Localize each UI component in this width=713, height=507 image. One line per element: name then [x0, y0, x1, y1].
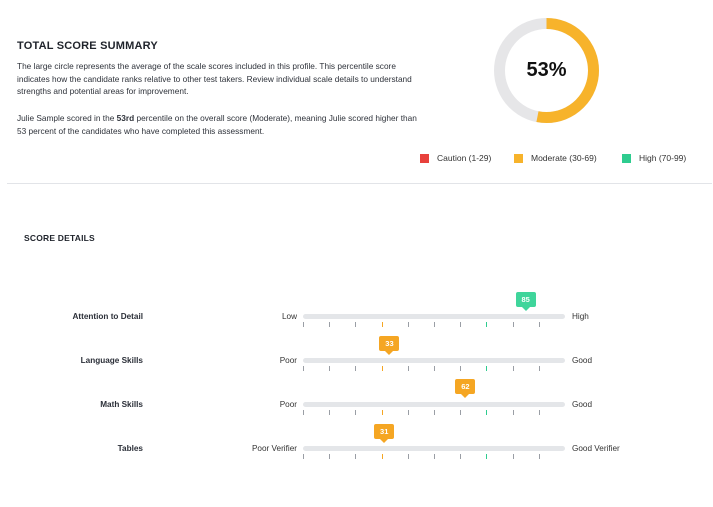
percentile-highlight: 53rd: [116, 113, 135, 123]
scale-tick: [486, 366, 488, 371]
scale-label-math-skills: Math Skills: [100, 400, 143, 409]
scale-tick: [329, 410, 331, 415]
scale-track: [303, 402, 565, 415]
overall-score-gauge: [494, 18, 599, 123]
scale-tick: [538, 410, 540, 415]
scale-tick: [355, 366, 357, 371]
scale-tick: [512, 366, 514, 371]
scale-tick: [460, 366, 462, 371]
scale-tick: [355, 410, 357, 415]
scale-track: [303, 314, 565, 327]
legend-high: High (70-99): [622, 153, 686, 163]
overall-score-value: 53%: [526, 59, 567, 81]
scale-label-tables: Tables: [117, 444, 143, 453]
scale-tick: [486, 322, 488, 327]
scale-label-attention-to-detail: Attention to Detail: [72, 312, 144, 321]
scale-low-label: Low: [281, 312, 297, 321]
legend-moderate-swatch: [514, 153, 523, 163]
scale-tick: [434, 410, 435, 415]
scale-tick: [538, 454, 540, 459]
summary-description: The large circle represents the average …: [17, 61, 412, 96]
scale-high-label: Good: [572, 400, 593, 409]
scale-tick: [303, 410, 304, 415]
score-marker: 31: [374, 424, 395, 443]
summary-result-text: Julie Sample scored in the 53rd percenti…: [17, 113, 417, 136]
scale-tick: [381, 322, 383, 327]
scale-tick: [538, 366, 540, 371]
scale-tick: [434, 366, 435, 371]
scale-tick: [434, 322, 435, 327]
scale-tick: [460, 322, 462, 327]
section-divider: [7, 183, 712, 184]
legend-caution-swatch: [420, 153, 429, 163]
scale-track: [303, 358, 565, 371]
scale-high-label: High: [572, 312, 589, 321]
scale-tick: [486, 454, 488, 459]
scale-tick: [355, 454, 357, 459]
scale-tick: [355, 322, 357, 327]
scale-tick: [512, 410, 514, 415]
scale-high-label: Good Verifier: [572, 444, 620, 453]
scale-tick: [512, 322, 514, 327]
scale-tick: [407, 454, 409, 459]
scale-high-label: Good: [572, 356, 593, 365]
score-marker: 85: [515, 292, 536, 311]
scale-tick: [407, 410, 409, 415]
legend-moderate: Moderate (30-69): [514, 153, 597, 163]
scale-tick: [460, 410, 462, 415]
scale-tick: [329, 454, 331, 459]
legend-high-label: High (70-99): [639, 153, 687, 163]
scale-tick: [381, 410, 383, 415]
legend-caution: Caution (1-29): [420, 153, 491, 163]
score-marker: 33: [379, 336, 400, 355]
scale-tick: [434, 454, 435, 459]
scale-tick: [329, 322, 331, 327]
legend-high-swatch: [622, 153, 631, 163]
score-marker: 62: [455, 379, 476, 398]
scale-tick: [486, 410, 488, 415]
scale-tick: [303, 454, 304, 459]
scale-tick: [512, 454, 514, 459]
scale-low-label: Poor Verifier: [251, 444, 297, 453]
legend-caution-label: Caution (1-29): [437, 153, 492, 163]
scale-label-language-skills: Language Skills: [80, 356, 143, 365]
scale-tick: [538, 322, 540, 327]
scale-low-label: Poor: [279, 400, 297, 409]
score-details-title: SCORE DETAILS: [24, 233, 95, 243]
scale-track: [303, 446, 565, 459]
scale-tick: [329, 366, 331, 371]
scale-tick: [407, 366, 409, 371]
scale-tick: [381, 366, 383, 371]
scale-tick: [460, 454, 462, 459]
scale-low-label: Poor: [279, 356, 297, 365]
scale-tick: [303, 366, 304, 371]
summary-title: TOTAL SCORE SUMMARY: [17, 40, 158, 52]
scale-tick: [381, 454, 383, 459]
legend-moderate-label: Moderate (30-69): [531, 153, 597, 163]
scale-tick: [407, 322, 409, 327]
scale-tick: [303, 322, 304, 327]
